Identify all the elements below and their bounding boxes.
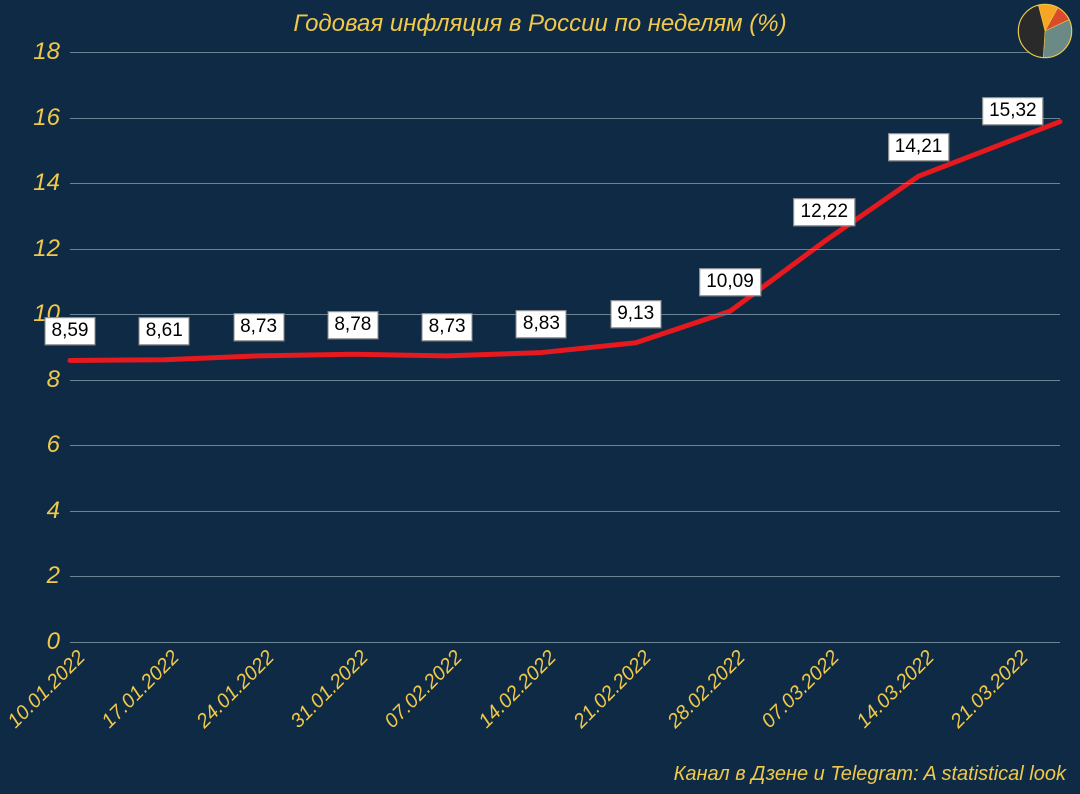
plot-area: 02468101214161810.01.202217.01.202224.01… <box>70 52 1060 642</box>
ytick-label: 6 <box>47 431 70 459</box>
ytick-label: 18 <box>33 38 70 66</box>
ytick-label: 14 <box>33 169 70 197</box>
gridline <box>70 380 1060 381</box>
data-label: 8,73 <box>233 313 284 341</box>
chart-title: Годовая инфляция в России по неделям (%) <box>0 10 1080 38</box>
data-label: 8,59 <box>45 318 96 346</box>
data-label: 8,73 <box>422 313 473 341</box>
gridline <box>70 118 1060 119</box>
xtick-label: 14.03.2022 <box>848 642 939 733</box>
gridline <box>70 183 1060 184</box>
chart-caption: Канал в Дзене и Telegram: A statistical … <box>674 763 1066 786</box>
data-label: 10,09 <box>699 268 761 296</box>
gridline <box>70 445 1060 446</box>
xtick-label: 21.03.2022 <box>942 642 1033 733</box>
gridline <box>70 642 1060 643</box>
chart-container: Годовая инфляция в России по неделям (%)… <box>0 0 1080 794</box>
xtick-label: 07.02.2022 <box>376 642 467 733</box>
ytick-label: 12 <box>33 235 70 263</box>
gridline <box>70 249 1060 250</box>
data-label: 15,32 <box>982 97 1044 125</box>
logo-pie-icon <box>1016 2 1074 60</box>
data-label: 8,78 <box>327 311 378 339</box>
xtick-label: 31.01.2022 <box>282 642 373 733</box>
gridline <box>70 511 1060 512</box>
xtick-label: 07.03.2022 <box>753 642 844 733</box>
xtick-label: 14.02.2022 <box>471 642 562 733</box>
data-label: 8,61 <box>139 317 190 345</box>
xtick-label: 24.01.2022 <box>188 642 279 733</box>
xtick-label: 10.01.2022 <box>0 642 91 733</box>
gridline <box>70 576 1060 577</box>
data-label: 12,22 <box>794 199 856 227</box>
xtick-label: 21.02.2022 <box>565 642 656 733</box>
ytick-label: 16 <box>33 104 70 132</box>
ytick-label: 8 <box>47 366 70 394</box>
ytick-label: 2 <box>47 562 70 590</box>
data-label: 9,13 <box>610 300 661 328</box>
data-label: 14,21 <box>888 133 950 161</box>
xtick-label: 17.01.2022 <box>93 642 184 733</box>
xtick-label: 28.02.2022 <box>659 642 750 733</box>
gridline <box>70 52 1060 53</box>
ytick-label: 4 <box>47 497 70 525</box>
data-label: 8,83 <box>516 310 567 338</box>
